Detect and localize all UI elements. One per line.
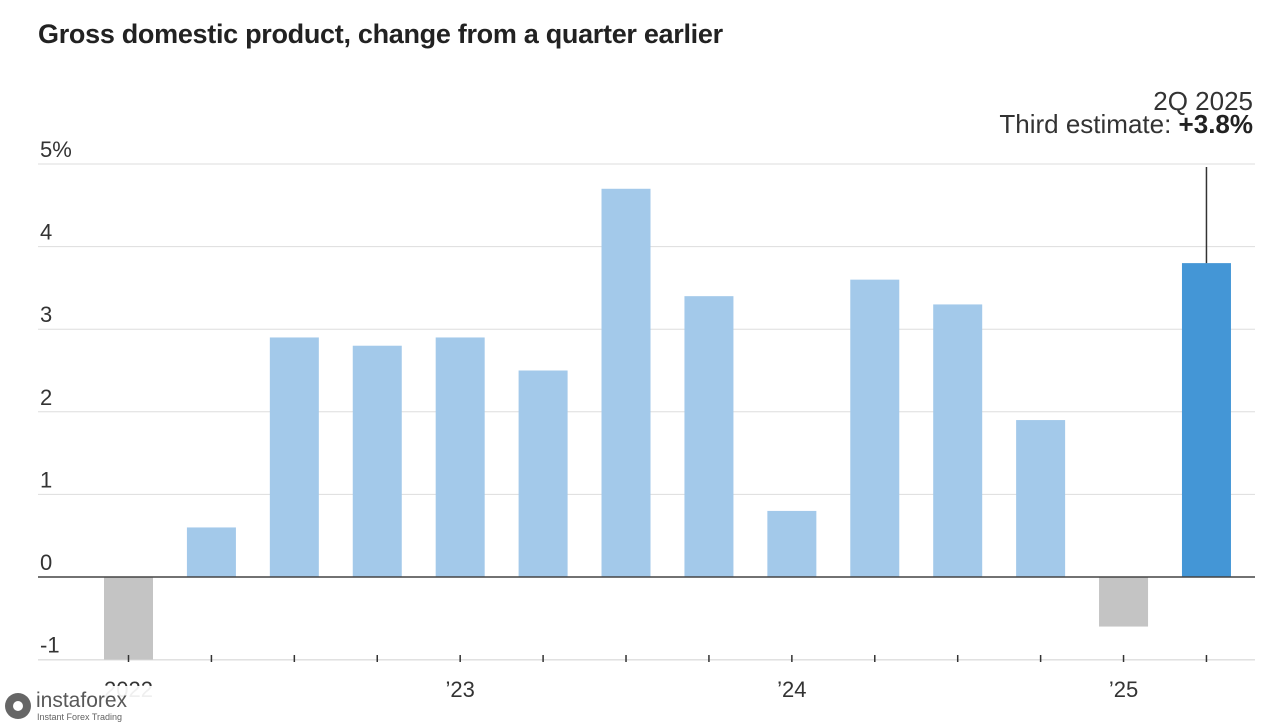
x-tick-label: ’23 [446, 677, 475, 702]
bar [933, 304, 983, 577]
y-tick-label: 3 [40, 302, 52, 327]
x-tick-label: ’25 [1109, 677, 1138, 702]
bar [435, 337, 485, 577]
chart-title: Gross domestic product, change from a qu… [38, 19, 723, 49]
instaforex-logo-icon [5, 693, 31, 719]
callout-period: 2Q 2025 [1153, 86, 1253, 116]
watermark-tagline: Instant Forex Trading [37, 712, 123, 722]
bar [1016, 420, 1066, 577]
watermark-name: instaforex [36, 689, 128, 712]
y-tick-label: 5% [40, 137, 72, 162]
bar [767, 510, 817, 577]
bar [601, 188, 651, 577]
axes [38, 576, 1255, 662]
y-tick-label: 0 [40, 550, 52, 575]
callout-estimate-label: Third estimate: [999, 109, 1178, 139]
x-tick-label: ’24 [777, 677, 806, 702]
y-tick-label: 1 [40, 467, 52, 492]
bar [104, 577, 153, 660]
y-tick-label: -1 [40, 633, 60, 658]
bar [684, 296, 734, 577]
bar [850, 279, 900, 577]
bar [352, 345, 402, 577]
callout: 2Q 2025 Third estimate: +3.8% [999, 86, 1253, 264]
bars [104, 188, 1231, 660]
bar [186, 527, 236, 577]
callout-estimate: Third estimate: +3.8% [999, 109, 1253, 139]
bar [269, 337, 319, 577]
bar [1181, 263, 1231, 577]
bar [518, 370, 568, 577]
bar [1099, 577, 1149, 627]
y-tick-label: 2 [40, 385, 52, 410]
watermark: instaforex Instant Forex Trading [0, 686, 153, 725]
y-tick-label: 4 [40, 220, 52, 245]
callout-estimate-value: +3.8% [1179, 109, 1253, 139]
